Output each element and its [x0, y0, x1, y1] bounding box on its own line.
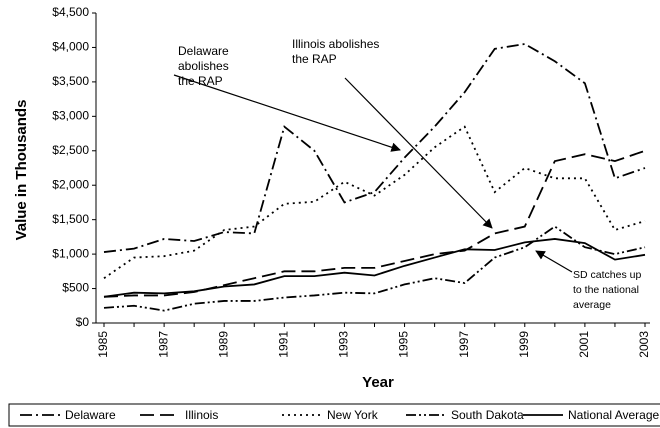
y-tick-label: $2,000	[52, 177, 89, 191]
series-line	[103, 43, 646, 253]
legend-label: National Average	[568, 408, 660, 422]
annotation: Illinois abolishes	[292, 37, 379, 51]
series-line	[103, 125, 646, 279]
y-tick-label: $2,500	[52, 143, 89, 157]
legend-label: New York	[327, 408, 379, 422]
annotation-arrow	[344, 77, 493, 229]
y-tick-label: $500	[62, 281, 89, 295]
x-tick-label: 1999	[517, 331, 531, 358]
series-line	[103, 238, 646, 298]
annotation: the RAP	[178, 74, 223, 88]
x-tick-label: 1989	[216, 331, 230, 358]
series-line	[103, 225, 646, 312]
y-tick-label: $4,500	[52, 5, 89, 19]
legend-box	[8, 403, 660, 427]
annotation-arrow	[173, 74, 401, 152]
x-axis-title: Year	[362, 374, 394, 391]
annotation: the RAP	[292, 52, 337, 66]
legend-label: South Dakota	[451, 408, 524, 422]
x-tick-label: 1987	[156, 331, 170, 358]
annotation: Delaware	[178, 44, 229, 58]
annotation: SD catches up	[573, 269, 641, 281]
y-tick-label: $4,000	[52, 40, 89, 54]
x-tick-label: 1985	[96, 331, 110, 358]
x-tick-label: 2001	[577, 331, 591, 358]
x-tick-label: 1995	[397, 331, 411, 358]
legend-label: Illinois	[185, 408, 218, 422]
x-tick-label: 1993	[337, 331, 351, 358]
y-tick-label: $3,500	[52, 74, 89, 88]
x-tick-label: 1991	[277, 331, 291, 358]
y-tick-label: $3,000	[52, 109, 89, 123]
x-tick-label: 2003	[637, 331, 651, 358]
y-tick-label: $1,500	[52, 212, 89, 226]
annotation-arrow	[535, 250, 573, 273]
annotation: average	[573, 299, 611, 311]
y-tick-label: $1,000	[52, 246, 89, 260]
y-tick-label: $0	[76, 315, 90, 329]
annotation: to the national	[573, 284, 639, 296]
y-axis-title: Value in Thousands	[13, 100, 30, 241]
legend-label: Delaware	[65, 408, 116, 422]
annotation: abolishes	[178, 59, 229, 73]
x-tick-label: 1997	[457, 331, 471, 358]
